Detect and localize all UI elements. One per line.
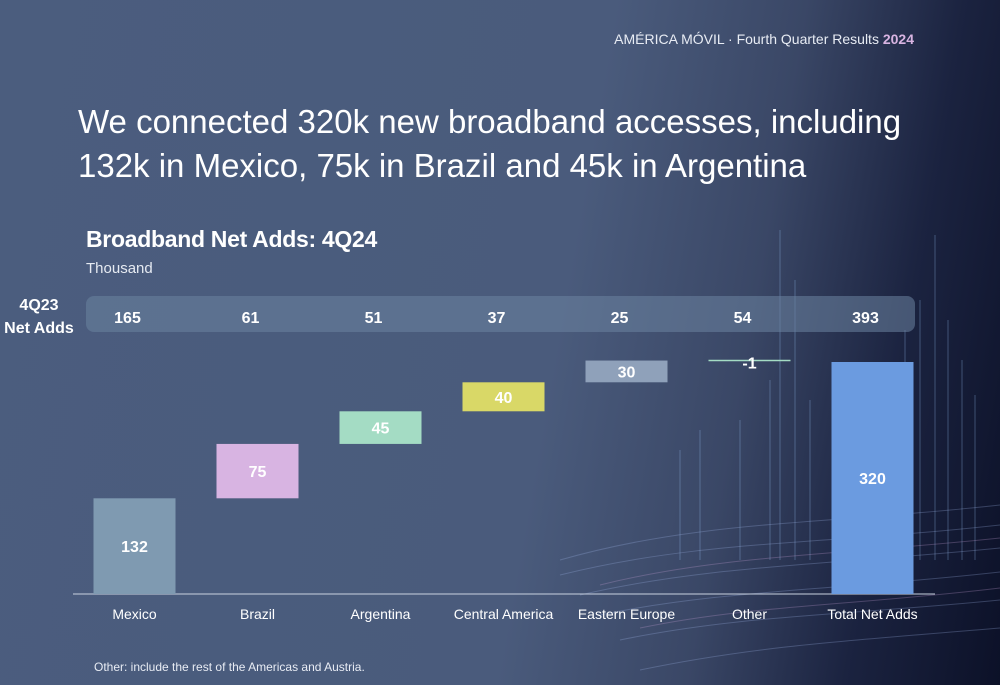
bar-2 <box>339 411 422 444</box>
prior-year-value-6: 393 <box>852 310 879 327</box>
category-label-0: Mexico <box>112 606 157 622</box>
prior-year-band <box>86 296 915 332</box>
prior-year-value-1: 61 <box>242 310 260 327</box>
prior-year-value-0: 165 <box>114 310 141 327</box>
bar-0 <box>93 498 176 594</box>
value-label-6: 320 <box>859 471 886 488</box>
category-label-5: Other <box>732 606 767 622</box>
value-label-4: 30 <box>618 364 636 381</box>
category-label-6: Total Net Adds <box>827 606 917 622</box>
report-header: AMÉRICA MÓVIL · Fourth Quarter Results 2… <box>614 31 914 47</box>
prior-year-label-line2: Net Adds <box>4 320 74 337</box>
bar-1 <box>216 443 299 499</box>
prior-year-label: 4Q23 Net Adds <box>2 294 76 340</box>
prior-year-value-5: 54 <box>734 310 752 327</box>
value-label-2: 45 <box>372 421 390 438</box>
value-label-1: 75 <box>249 464 267 481</box>
prior-year-value-2: 51 <box>365 310 383 327</box>
header-year: 2024 <box>882 31 914 47</box>
chart-title: Broadband Net Adds: 4Q24 <box>86 226 377 252</box>
bar-6 <box>831 362 914 594</box>
category-label-3: Central America <box>454 606 554 622</box>
footnote: Other: include the rest of the Americas … <box>94 660 365 674</box>
prior-year-value-3: 37 <box>488 310 506 327</box>
prior-year-label-line1: 4Q23 <box>19 297 59 314</box>
category-label-2: Argentina <box>351 606 411 622</box>
category-label-1: Brazil <box>240 606 275 622</box>
value-label-3: 40 <box>495 390 513 407</box>
value-label-5: -1 <box>742 356 756 373</box>
bar-3 <box>462 382 545 412</box>
chart-unit-subtitle: Thousand <box>86 260 153 277</box>
bar-4 <box>585 360 668 383</box>
slide-headline: We connected 320k new broadband accesses… <box>78 103 902 184</box>
prior-year-value-4: 25 <box>611 310 629 327</box>
header-text: AMÉRICA MÓVIL · Fourth Quarter Results <box>614 31 883 47</box>
category-label-4: Eastern Europe <box>578 606 675 622</box>
value-label-0: 132 <box>121 539 148 556</box>
